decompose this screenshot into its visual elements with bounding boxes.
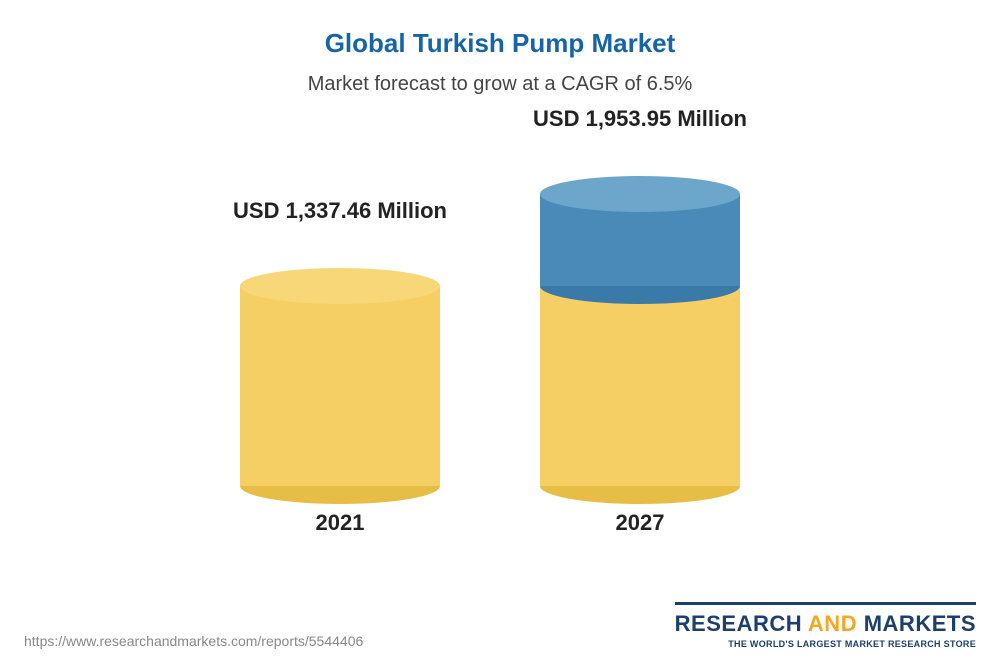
bar-1-seg0-body	[540, 286, 740, 486]
bar-0-year-label: 2021	[240, 510, 440, 536]
bar-1	[540, 194, 740, 486]
bar-1-cylinder	[540, 194, 740, 486]
bar-0-value-label: USD 1,337.46 Million	[190, 198, 490, 224]
bar-0-body	[240, 286, 440, 486]
logo-tagline: THE WORLD'S LARGEST MARKET RESEARCH STOR…	[675, 639, 976, 649]
bar-0-top-ellipse	[240, 268, 440, 304]
logo-word-and: AND	[808, 611, 857, 636]
chart-subtitle: Market forecast to grow at a CAGR of 6.5…	[0, 73, 1000, 96]
logo-word-markets: MARKETS	[864, 611, 976, 636]
source-url: https://www.researchandmarkets.com/repor…	[24, 633, 363, 649]
logo-title: RESEARCH AND MARKETS	[675, 602, 976, 637]
footer: https://www.researchandmarkets.com/repor…	[24, 602, 976, 649]
bar-1-seg1-top-ellipse	[540, 176, 740, 212]
bar-0-cylinder	[240, 286, 440, 486]
bar-1-value-label: USD 1,953.95 Million	[490, 106, 790, 132]
logo-word-research: RESEARCH	[675, 611, 802, 636]
bar-0	[240, 286, 440, 486]
chart-title: Global Turkish Pump Market	[0, 0, 1000, 59]
chart-area: USD 1,337.46 Million 2021 USD 1,953.95 M…	[0, 106, 1000, 546]
logo: RESEARCH AND MARKETS THE WORLD'S LARGEST…	[675, 602, 976, 649]
bar-1-year-label: 2027	[540, 510, 740, 536]
